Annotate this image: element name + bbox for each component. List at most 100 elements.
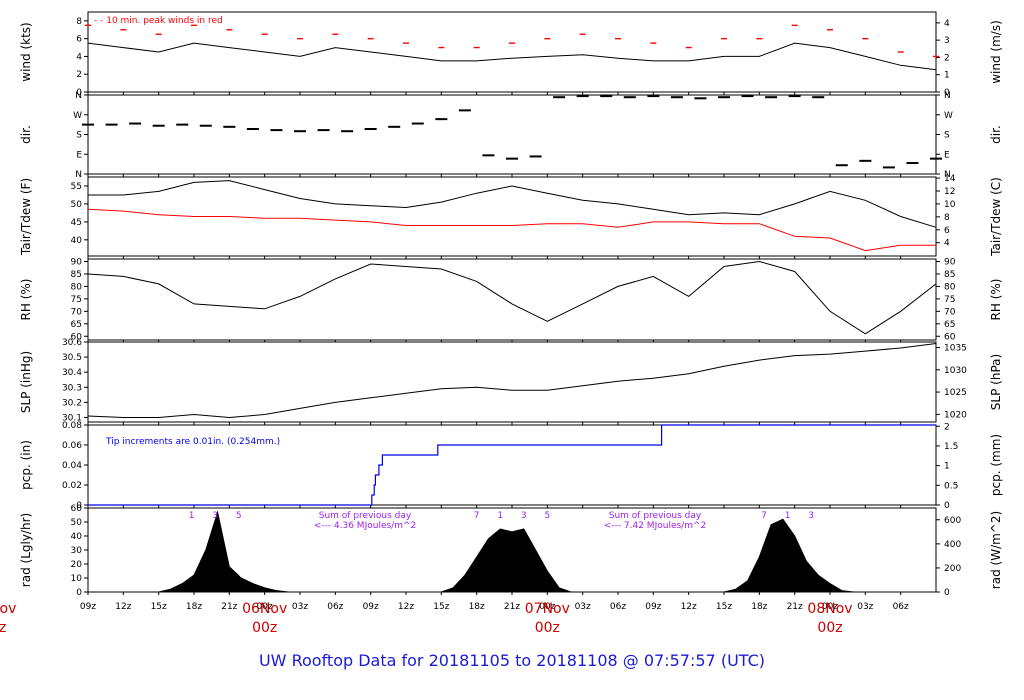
right-tick-label: 0.5: [944, 481, 958, 491]
right-tick-label: 60: [944, 332, 956, 342]
rad-annotation: Sum of previous day: [609, 511, 702, 521]
x-tick-label: 21z: [787, 602, 803, 612]
wind-ylabel-left: wind (kts): [19, 22, 33, 81]
peak-wind-mark: [615, 37, 621, 40]
peak-wind-mark: [226, 29, 233, 31]
right-tick-label: 75: [944, 295, 955, 305]
x-tick-label: 15z: [716, 602, 732, 612]
peak-wind-mark: [120, 29, 127, 31]
left-tick-label: 45: [71, 218, 82, 228]
x-tick-label: 15z: [151, 602, 167, 612]
rh-ylabel-right: RH (%): [989, 279, 1003, 321]
dir-point: [623, 96, 636, 99]
x-tick-label: 00z: [539, 602, 555, 612]
left-tick-label: 0.06: [62, 441, 82, 451]
x-tick-label: 09z: [645, 602, 661, 612]
radiation-day-1: [158, 510, 289, 593]
right-tick-label: 1030: [944, 366, 967, 376]
peak-wind-mark: [261, 33, 268, 35]
peak-wind-mark: [297, 37, 303, 40]
rad-ylabel-left: rad (Lgly/hr): [19, 513, 33, 587]
left-tick-label: 90: [71, 257, 83, 267]
dir-point: [129, 122, 142, 125]
dir-ylabel-left: dir.: [19, 125, 33, 144]
right-tick-label: 4: [944, 239, 950, 249]
dir-point: [152, 124, 165, 127]
left-tick-label: 50: [71, 518, 83, 528]
left-tick-label: 60: [71, 504, 83, 514]
wind-ylabel-right: wind (m/s): [989, 20, 1003, 84]
peak-wind-mark: [933, 55, 939, 58]
left-tick-label: 60: [71, 332, 83, 342]
x-tick-label: 00z: [822, 602, 838, 612]
x-tick-label: 21z: [504, 602, 520, 612]
panel-wind: 0 2 4 6 8 0 1 2 3 4 wind (kts) wind (m/s) - - 10 min…: [19, 11, 1003, 98]
x-tick-label: 18z: [469, 602, 485, 612]
date-label: 06Nov: [242, 601, 287, 617]
right-tick-label: 0: [944, 88, 950, 98]
dir-point: [859, 159, 872, 162]
x-tick-label: 06z: [327, 602, 343, 612]
date-sub-label: 00z: [252, 620, 277, 636]
temp-line-tdew: [87, 208, 936, 252]
right-tick-label: 8: [944, 213, 950, 223]
right-tick-label: S: [944, 131, 950, 141]
peak-wind-mark: [791, 24, 798, 27]
left-tick-label: 55: [71, 182, 82, 192]
left-tick-label: 2: [76, 70, 82, 80]
rad-annotation: Sum of previous day: [319, 511, 412, 521]
dir-point: [317, 129, 330, 132]
right-tick-label: 2: [944, 422, 950, 432]
date-label: 08Nov: [807, 601, 852, 617]
rad-hour-mark: 1: [189, 511, 195, 521]
dir-point: [835, 164, 848, 167]
peak-wind-mark: [85, 24, 91, 27]
chart-title: UW Rooftop Data for 20181105 to 20181108…: [259, 651, 765, 670]
pcp-ylabel-left: pcp. (in): [19, 440, 33, 490]
dir-point: [411, 122, 424, 125]
right-tick-label: 12: [944, 187, 955, 197]
rad-hour-mark: 7: [761, 511, 767, 521]
left-tick-label: 0.04: [62, 461, 82, 471]
right-tick-label: 1025: [944, 388, 967, 398]
x-tick-label: 21z: [221, 602, 237, 612]
left-tick-label: 30.5: [62, 353, 82, 363]
right-tick-label: 400: [944, 540, 961, 550]
x-tick-label: 00z: [257, 602, 273, 612]
right-tick-label: 1020: [944, 410, 967, 420]
dir-point: [294, 130, 306, 133]
wind-line-wind: [87, 42, 937, 71]
peak-wind-mark: [544, 37, 551, 40]
peak-wind-mark: [155, 33, 162, 35]
peak-wind-mark: [685, 46, 692, 49]
dir-point: [576, 95, 589, 98]
dir-point: [82, 123, 94, 126]
dir-point: [341, 130, 354, 133]
dir-point: [788, 95, 801, 98]
left-tick-label: 85: [71, 270, 82, 280]
right-tick-label: 0: [944, 588, 950, 598]
right-tick-label: 0: [944, 501, 950, 511]
left-tick-label: N: [75, 91, 82, 101]
left-tick-label: 30.3: [62, 383, 82, 393]
x-tick-label: 18z: [751, 602, 767, 612]
peak-wind-mark: [827, 29, 833, 31]
dir-point: [741, 95, 754, 98]
pcp-ylabel-right: pcp. (mm): [989, 434, 1003, 496]
left-tick-label: 70: [71, 307, 83, 317]
left-tick-label: 0.02: [62, 481, 82, 491]
right-tick-label: 90: [944, 257, 956, 267]
dir-point: [270, 129, 283, 132]
radiation-day-3: [723, 518, 854, 593]
right-tick-label: 14: [944, 174, 956, 184]
dir-point: [670, 96, 683, 99]
rad-hour-mark: 3: [212, 511, 218, 521]
peak-wind-mark: [438, 46, 445, 49]
panel-temp: 40 45 50 55 4 6 8 10 12 14 Tair/Tdew (F) Tair/Tdew …: [19, 174, 1003, 259]
right-tick-label: 6: [944, 226, 950, 236]
peak-wind-mark: [509, 42, 515, 44]
pcp-line: [88, 424, 936, 506]
right-tick-label: W: [944, 111, 953, 121]
left-tick-label: 30.4: [62, 368, 82, 378]
